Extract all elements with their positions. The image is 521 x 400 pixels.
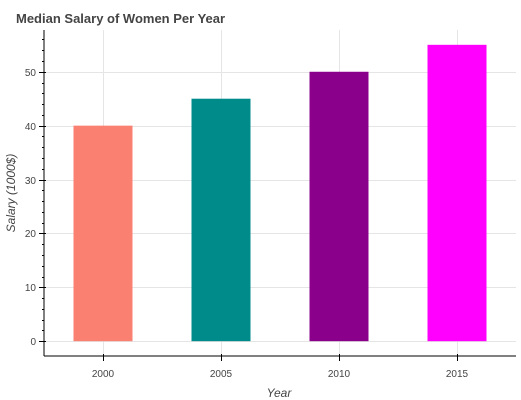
bar-2000 [73,125,133,342]
bar-2005 [191,98,251,342]
y-axis-label: Salary (1000$) [4,154,18,233]
x-tick-label: 2015 [446,369,469,380]
bars [73,44,487,342]
y-tick-label: 20 [25,229,37,240]
x-tick-label: 2000 [92,369,115,380]
bar-2015 [427,44,487,342]
y-tick-label: 0 [30,337,36,348]
x-tick-label: 2005 [210,369,233,380]
x-axis-ticks: 2000 2005 2010 2015 [92,354,469,380]
x-axis-label: Year [267,386,293,400]
y-tick-label: 10 [25,283,37,294]
y-axis-ticks: 0 10 20 30 40 50 [25,39,46,348]
chart-title: Median Salary of Women Per Year [16,11,225,26]
y-tick-label: 50 [25,68,37,79]
x-tick-label: 2010 [328,369,351,380]
y-tick-label: 30 [25,176,37,187]
y-tick-label: 40 [25,122,37,133]
bar-2010 [309,71,369,342]
